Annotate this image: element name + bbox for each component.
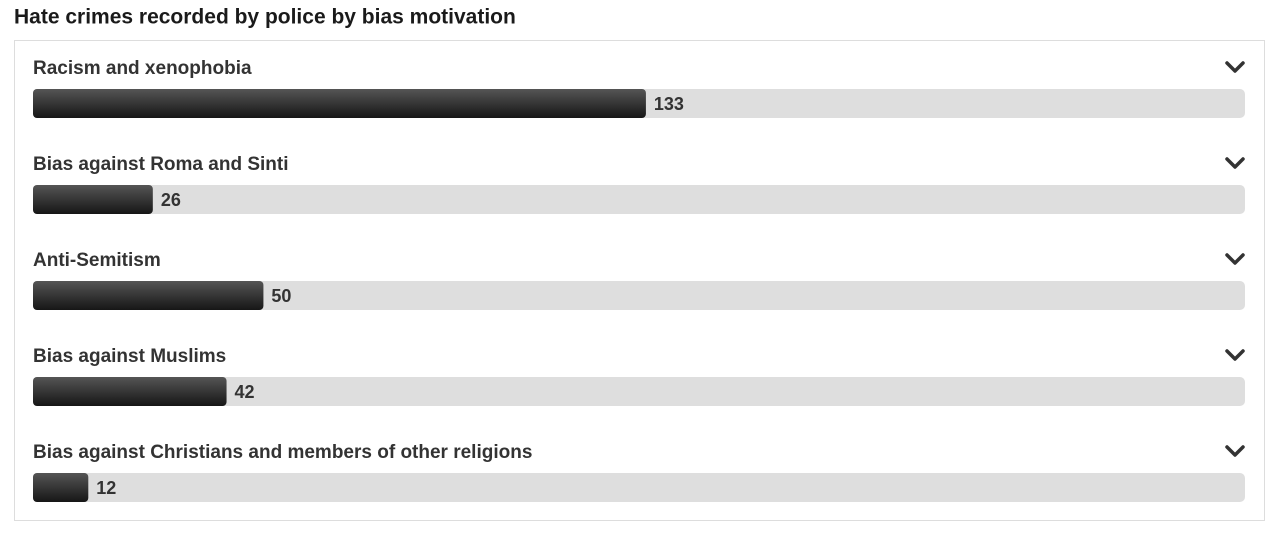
category-label: Racism and xenophobia (33, 58, 252, 79)
category-label: Anti-Semitism (33, 250, 161, 271)
expand-toggle[interactable] (1225, 349, 1245, 361)
value-label: 42 (235, 382, 255, 402)
value-label: 133 (654, 94, 684, 114)
expand-toggle[interactable] (1225, 253, 1245, 265)
bar (33, 89, 646, 118)
expand-toggle[interactable] (1225, 157, 1245, 169)
panel (14, 40, 1265, 521)
value-label: 26 (161, 190, 181, 210)
expand-toggle[interactable] (1225, 61, 1245, 73)
expand-toggle[interactable] (1225, 445, 1245, 457)
bar-track (33, 185, 1245, 214)
category-label: Bias against Roma and Sinti (33, 154, 289, 175)
bar (33, 185, 153, 214)
value-label: 12 (96, 478, 116, 498)
bar-track (33, 281, 1245, 310)
value-label: 50 (271, 286, 291, 306)
bar (33, 473, 89, 502)
category-label: Bias against Muslims (33, 346, 226, 367)
bar (33, 377, 227, 406)
chart-title: Hate crimes recorded by police by bias m… (14, 6, 516, 29)
category-label: Bias against Christians and members of o… (33, 442, 532, 463)
bar (33, 281, 264, 310)
bar-track (33, 473, 1245, 502)
bar-track (33, 377, 1245, 406)
